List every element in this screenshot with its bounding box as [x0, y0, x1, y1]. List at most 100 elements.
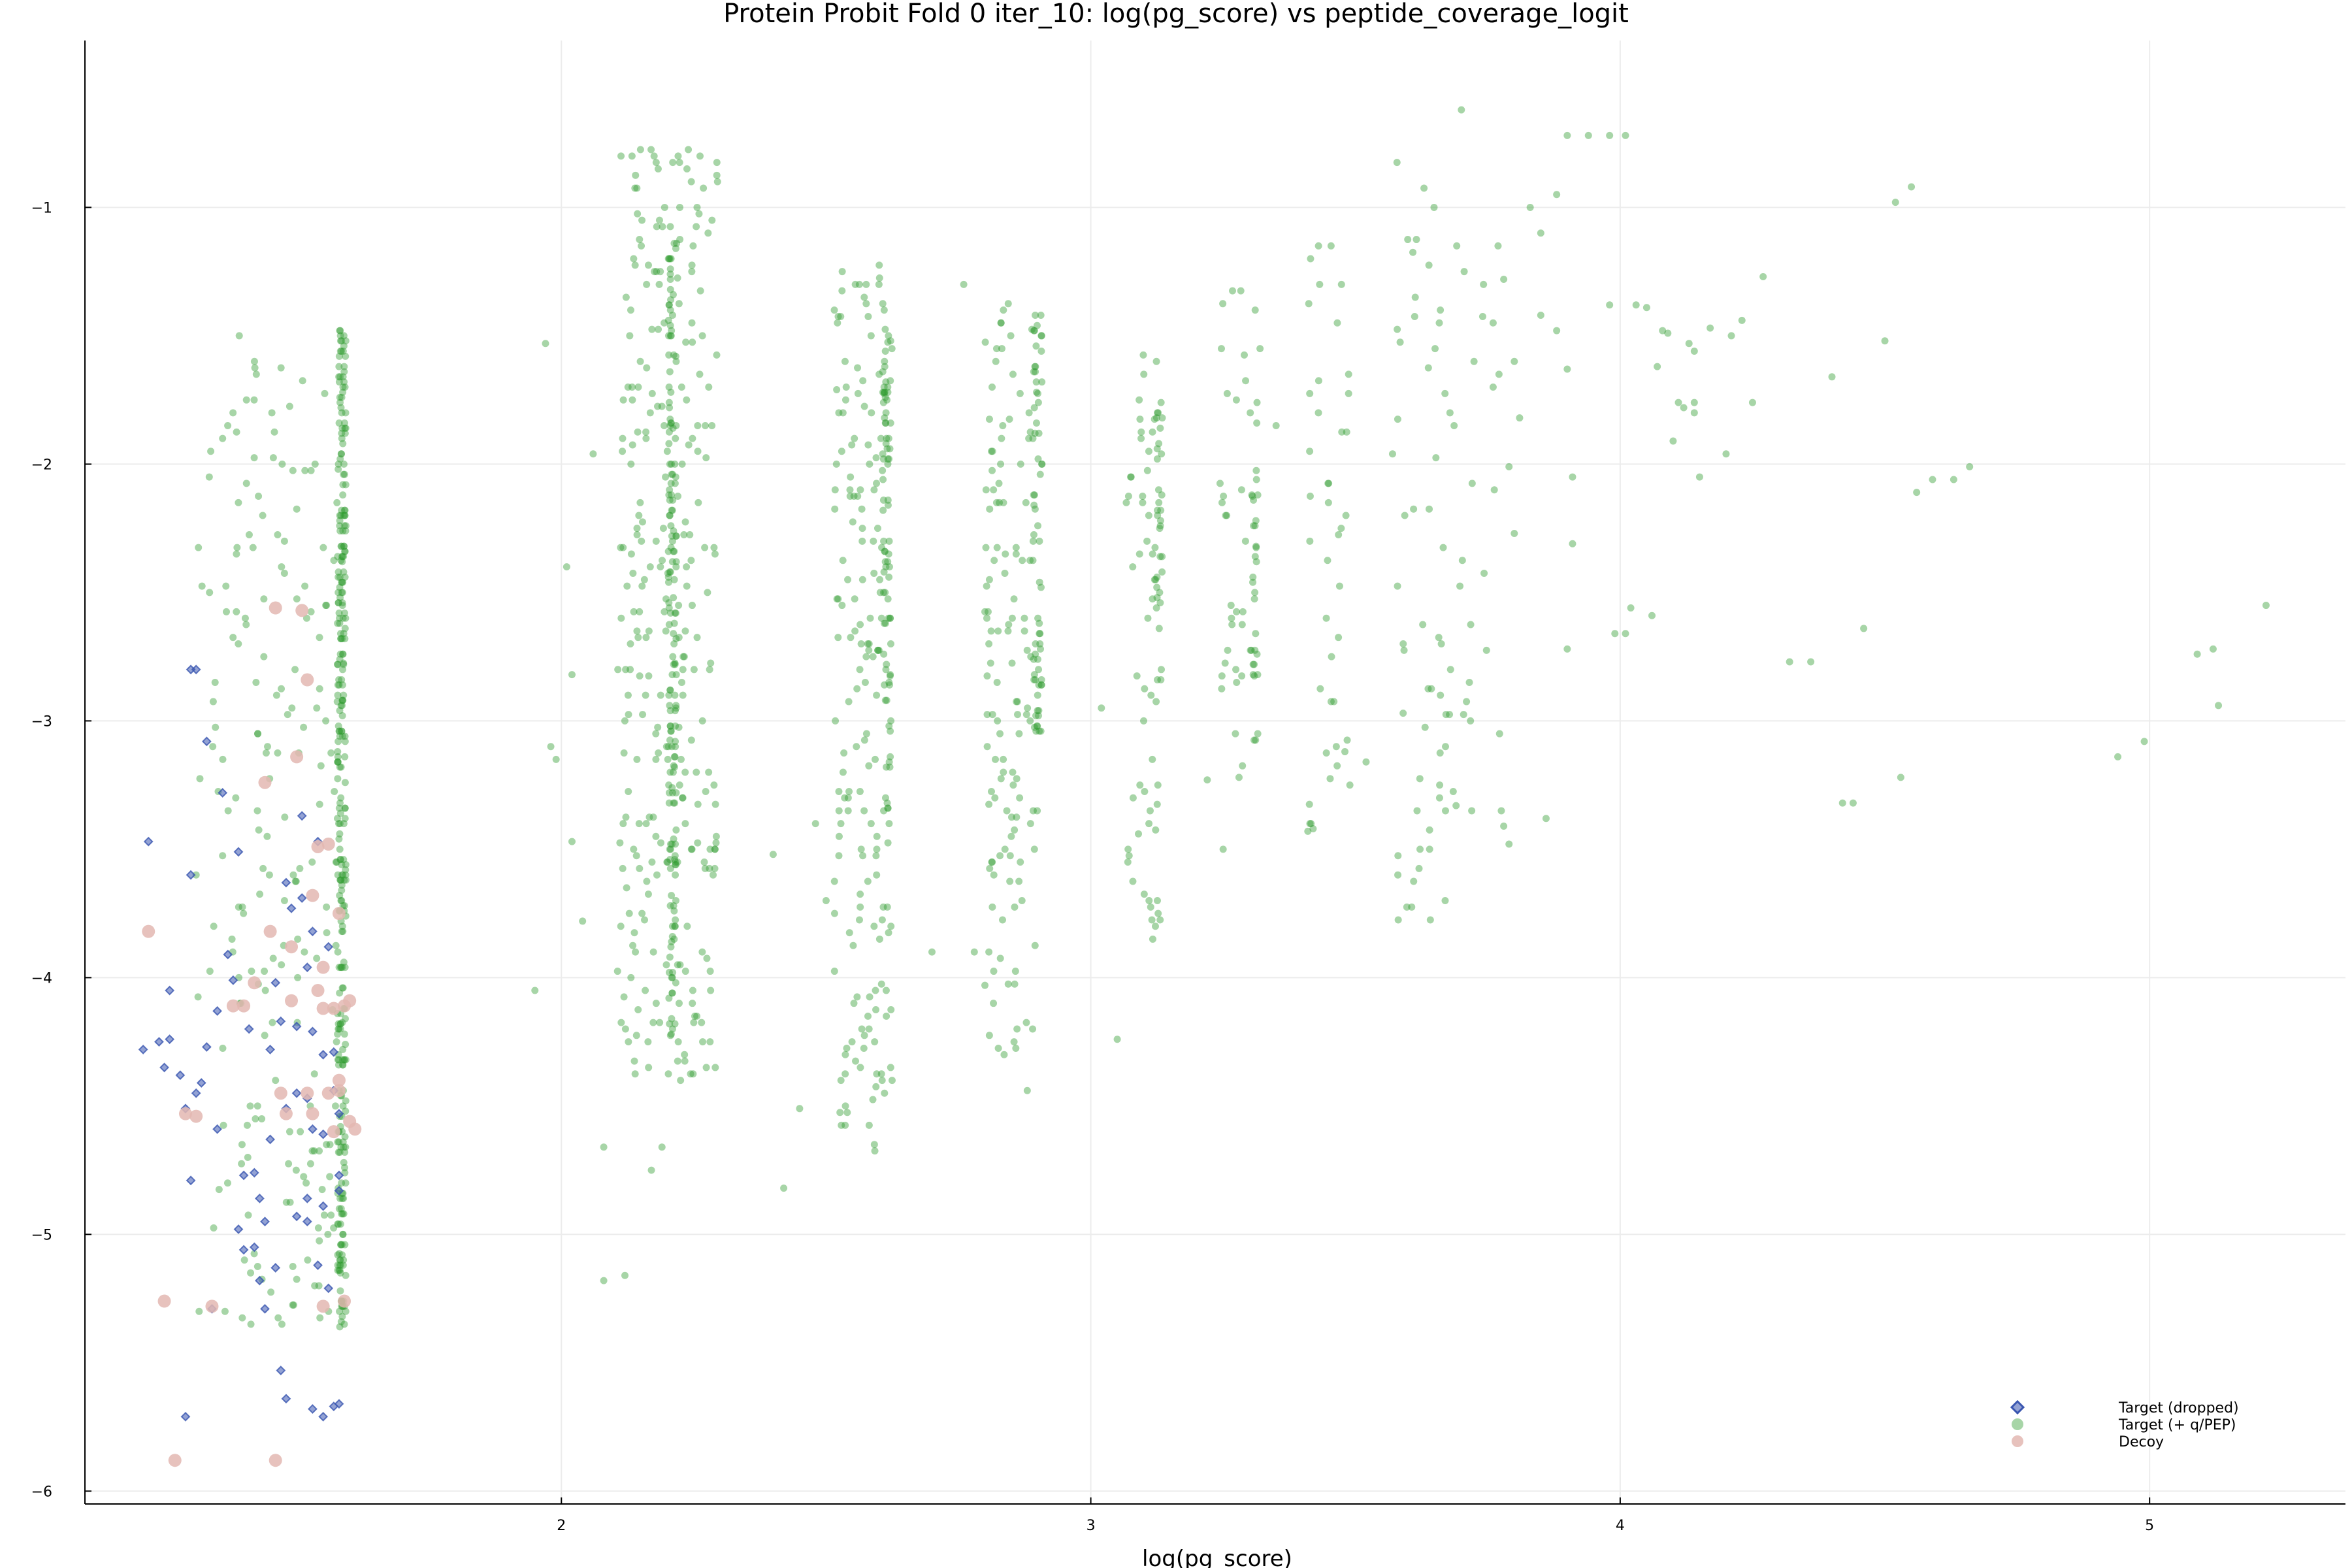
- target-point: [337, 348, 345, 355]
- target-point: [879, 589, 887, 596]
- target-point: [1478, 312, 1486, 320]
- target-point: [221, 1307, 229, 1315]
- target-point: [856, 787, 864, 795]
- target-point: [278, 563, 286, 571]
- y-tick-label: −4: [31, 970, 52, 987]
- target-point: [274, 531, 282, 538]
- target-point: [341, 1149, 349, 1156]
- target-point: [992, 498, 1000, 506]
- target-point: [1033, 722, 1041, 730]
- target-point: [860, 1044, 868, 1052]
- dropped-point: [323, 941, 334, 952]
- target-point: [884, 338, 892, 346]
- target-point: [336, 799, 344, 807]
- target-point: [1152, 604, 1160, 612]
- target-point: [267, 1288, 275, 1296]
- target-point: [700, 858, 708, 866]
- target-point: [1309, 825, 1317, 832]
- target-point: [341, 384, 349, 391]
- target-point: [1860, 625, 1868, 632]
- target-point: [629, 569, 637, 577]
- target-point: [1145, 512, 1152, 519]
- target-point: [334, 661, 342, 668]
- target-point: [219, 1044, 227, 1052]
- target-point: [1030, 327, 1038, 335]
- target-point: [1022, 711, 1030, 719]
- target-point: [292, 877, 300, 885]
- target-point: [1127, 473, 1135, 481]
- target-point: [1420, 184, 1428, 192]
- target-point: [337, 1205, 345, 1213]
- target-point: [1004, 627, 1012, 635]
- target-point: [870, 486, 878, 494]
- target-point: [253, 730, 261, 738]
- target-point: [860, 293, 868, 301]
- target-point: [661, 421, 668, 429]
- target-point: [1249, 578, 1257, 586]
- target-point: [1151, 923, 1159, 930]
- target-point: [1000, 755, 1007, 763]
- target-point: [1025, 409, 1033, 417]
- target-point: [340, 958, 348, 966]
- target-point: [672, 860, 679, 868]
- target-point: [1251, 522, 1259, 530]
- target-point: [672, 840, 679, 848]
- target-point: [662, 473, 670, 481]
- target-point: [1013, 813, 1021, 821]
- target-point: [1148, 916, 1156, 924]
- target-point: [1467, 717, 1475, 725]
- target-point: [668, 989, 676, 997]
- target-point: [1127, 473, 1135, 481]
- target-point: [300, 1173, 308, 1181]
- target-point: [627, 640, 634, 648]
- dropped-point: [201, 1042, 212, 1052]
- target-point: [1252, 630, 1260, 638]
- target-point: [623, 582, 631, 590]
- target-point: [881, 414, 889, 422]
- target-point: [866, 993, 874, 1001]
- series-decoy: [142, 601, 362, 1467]
- target-point: [336, 332, 344, 340]
- target-point: [1622, 131, 1629, 139]
- target-point: [671, 609, 679, 617]
- target-point: [338, 1019, 346, 1026]
- target-point: [1031, 505, 1039, 513]
- target-point: [1030, 327, 1038, 335]
- target-point: [330, 1224, 338, 1232]
- target-point: [261, 968, 269, 975]
- target-point: [335, 738, 342, 745]
- target-point: [210, 1224, 218, 1232]
- target-point: [341, 625, 349, 632]
- target-point: [671, 799, 679, 807]
- target-point: [838, 287, 846, 295]
- target-point: [1157, 676, 1165, 684]
- target-point: [336, 707, 344, 715]
- target-point: [887, 753, 894, 760]
- target-point: [1338, 428, 1346, 436]
- target-point: [839, 557, 847, 564]
- target-point: [1426, 916, 1434, 924]
- target-point: [1037, 727, 1045, 735]
- target-point: [1413, 807, 1421, 815]
- target-point: [670, 762, 678, 770]
- target-point: [280, 569, 288, 577]
- target-point: [1153, 594, 1161, 602]
- target-point: [336, 327, 344, 335]
- target-point: [1158, 568, 1166, 576]
- target-point: [669, 159, 677, 167]
- target-point: [854, 493, 862, 500]
- target-point: [632, 852, 640, 860]
- target-point: [667, 943, 675, 951]
- target-point: [888, 1077, 896, 1085]
- target-point: [687, 557, 695, 564]
- target-point: [666, 332, 674, 340]
- series-target-q-pep: [192, 106, 2270, 1331]
- target-point: [211, 678, 219, 686]
- target-point: [659, 223, 666, 231]
- target-point: [335, 419, 343, 427]
- target-point: [336, 1266, 344, 1274]
- target-point: [666, 496, 674, 504]
- target-point: [316, 685, 323, 693]
- target-point: [708, 421, 716, 429]
- target-point: [228, 935, 236, 943]
